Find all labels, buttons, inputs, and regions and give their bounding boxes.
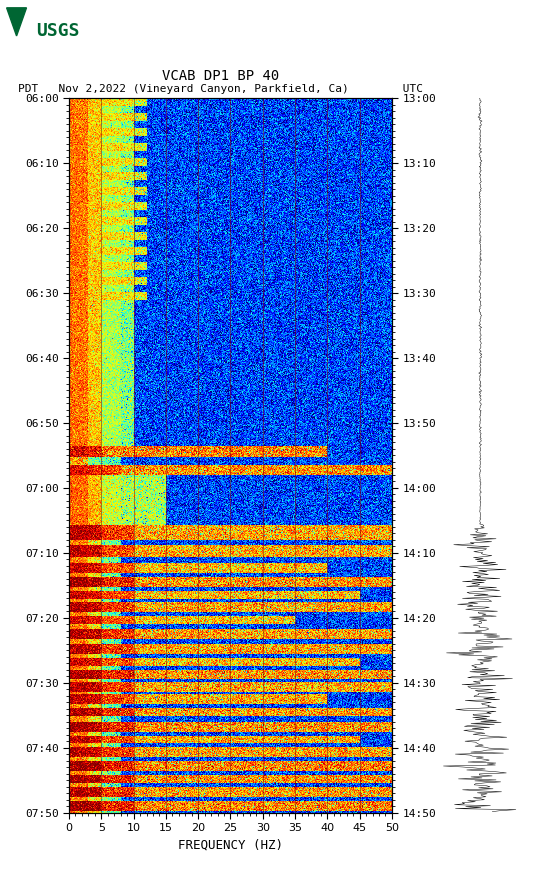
Text: VCAB DP1 BP 40: VCAB DP1 BP 40 (162, 69, 279, 83)
Polygon shape (7, 8, 26, 36)
Text: PDT   Nov 2,2022 (Vineyard Canyon, Parkfield, Ca)        UTC: PDT Nov 2,2022 (Vineyard Canyon, Parkfie… (18, 84, 423, 95)
X-axis label: FREQUENCY (HZ): FREQUENCY (HZ) (178, 839, 283, 852)
Text: USGS: USGS (36, 22, 79, 40)
